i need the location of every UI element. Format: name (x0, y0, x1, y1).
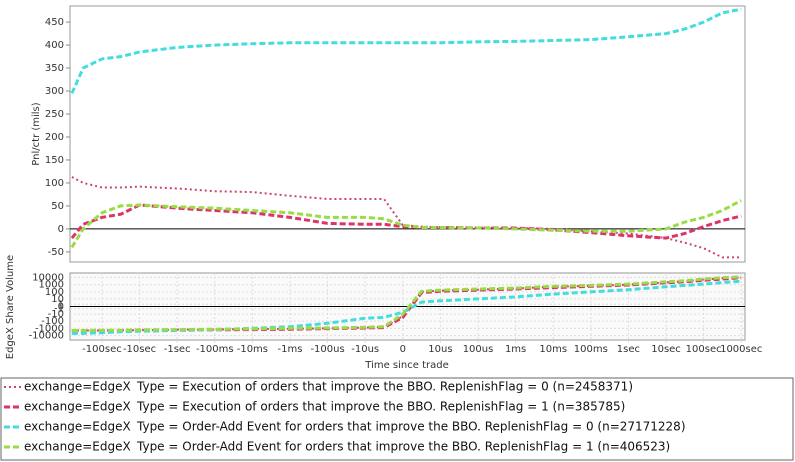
y-tick-label: 300 (45, 86, 64, 97)
x-tick-label: 100sec (686, 344, 722, 355)
y-tick-label: -1 (54, 304, 64, 315)
x-tick-label: -10ms (237, 344, 268, 355)
x-tick-label: -100sec (82, 344, 122, 355)
y-tick-label: -10 (48, 309, 64, 320)
y-tick-label: 0 (58, 224, 64, 235)
y-tick-label: -50 (48, 247, 64, 258)
y-tick-label: -100 (41, 316, 64, 327)
legend-label: Type = Execution of orders that improve … (136, 400, 625, 414)
y-tick-label: 10 (51, 294, 64, 305)
legend-label: exchange=EdgeX (24, 420, 131, 434)
x-tick-label: 100ms (574, 344, 608, 355)
y-tick-label: 150 (45, 155, 64, 166)
legend-label: exchange=EdgeX (24, 380, 131, 394)
y-tick-label: 200 (45, 132, 64, 143)
x-tick-label: -10sec (123, 344, 156, 355)
x-tick-label: 1ms (505, 344, 526, 355)
series-line (71, 275, 742, 332)
x-tick-label: -100us (310, 344, 344, 355)
x-tick-label: 10us (428, 344, 452, 355)
x-tick-label: -10us (351, 344, 379, 355)
y-tick-label: 1 (58, 299, 64, 310)
y-tick-label: 0 (58, 302, 64, 313)
legend-label: exchange=EdgeX (24, 400, 131, 414)
legend (0, 377, 794, 461)
y-tick-label: 100 (45, 178, 64, 189)
x-tick-label: -1ms (278, 344, 303, 355)
series-line (70, 7, 742, 94)
legend-label: Type = Order-Add Event for orders that i… (136, 420, 686, 434)
x-tick-label: 10ms (539, 344, 567, 355)
x-tick-label: 1000sec (720, 344, 762, 355)
x-tick-label: 1sec (617, 344, 640, 355)
legend-label: Type = Execution of orders that improve … (136, 380, 633, 394)
top-plot-frame (69, 5, 746, 263)
series-line (70, 199, 742, 249)
y-tick-label: -10000 (29, 331, 64, 342)
x-tick-label: 100us (463, 344, 494, 355)
x-tick-label: -1sec (164, 344, 191, 355)
y-tick-label: 450 (45, 17, 64, 28)
x-tick-label: -100ms (196, 344, 234, 355)
y-axis-title: EdgeX Share Volume (5, 255, 16, 359)
y-tick-label: -1000 (35, 323, 64, 334)
y-axis-title: Pnl/ctr (mils) (31, 102, 42, 165)
y-tick-label: 10000 (32, 272, 64, 283)
legend-label: Type = Order-Add Event for orders that i… (136, 440, 670, 454)
y-tick-label: 50 (51, 201, 64, 212)
legend-label: exchange=EdgeX (24, 440, 131, 454)
y-tick-label: 350 (45, 63, 64, 74)
x-tick-label: 10sec (651, 344, 681, 355)
x-axis-title: Time since trade (364, 360, 448, 371)
y-tick-label: 400 (45, 40, 64, 51)
x-tick-label: 0 (400, 344, 406, 355)
y-tick-label: 1000 (39, 280, 64, 291)
y-tick-label: 100 (45, 287, 64, 298)
y-tick-label: 250 (45, 109, 64, 120)
